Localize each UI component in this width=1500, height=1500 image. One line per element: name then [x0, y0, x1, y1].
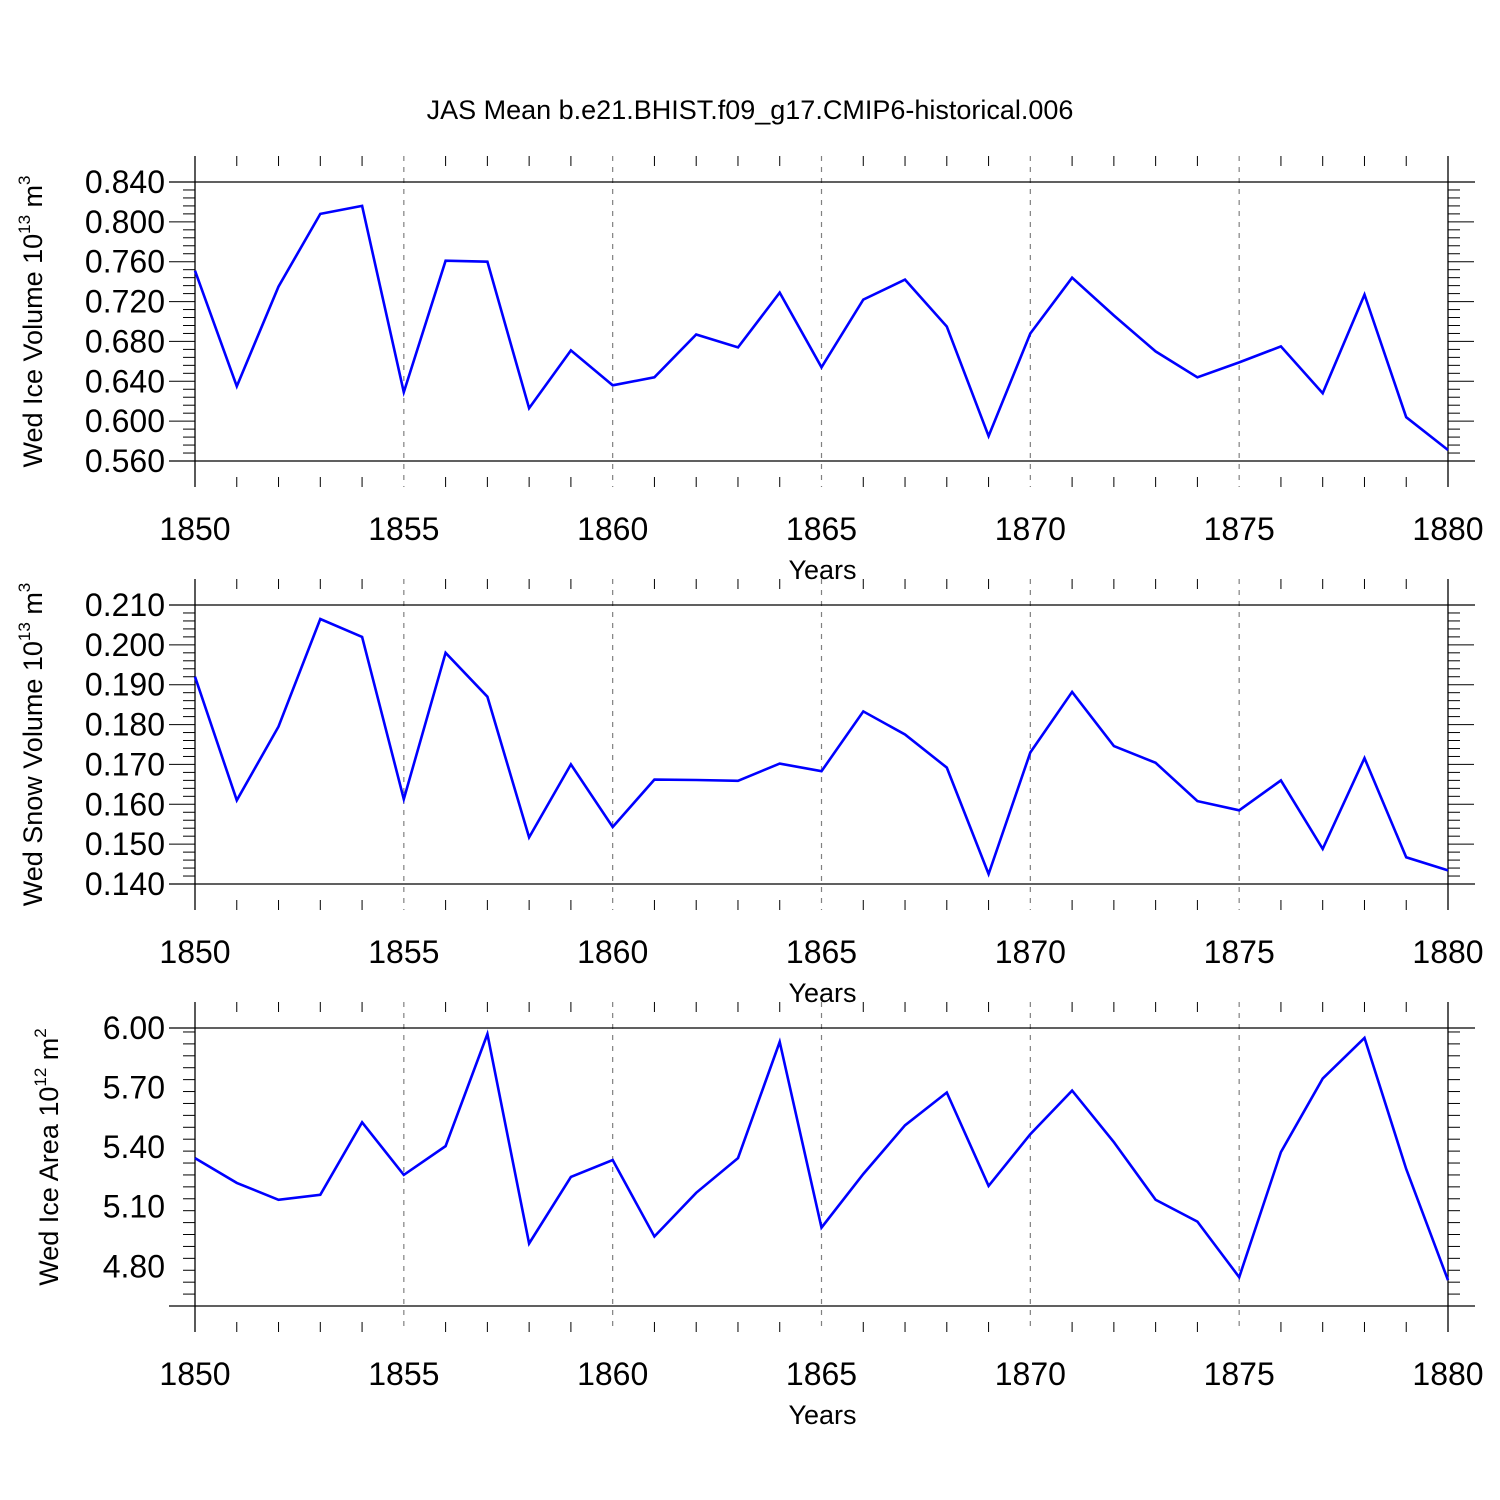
y-tick-label: 0.150 — [85, 826, 165, 862]
y-axis-label: Wed Snow Volume 1013 m3 — [15, 583, 48, 907]
y-axis-label-main: Wed Snow Volume 10 — [18, 641, 48, 906]
y-tick-label: 0.180 — [85, 707, 165, 743]
x-tick-label: 1865 — [786, 934, 857, 970]
y-tick-label: 5.10 — [103, 1189, 165, 1225]
x-tick-label: 1850 — [159, 934, 230, 970]
y-axis-label-unit: m — [18, 592, 48, 622]
x-tick-label: 1880 — [1412, 934, 1483, 970]
x-axis-label: Years — [788, 1400, 856, 1430]
chart-title: JAS Mean b.e21.BHIST.f09_g17.CMIP6-histo… — [427, 95, 1074, 125]
x-tick-label: 1875 — [1204, 1356, 1275, 1392]
y-tick-label: 0.190 — [85, 667, 165, 703]
y-tick-label: 0.680 — [85, 323, 165, 359]
series-line — [193, 204, 1449, 452]
x-tick-label: 1855 — [368, 511, 439, 547]
x-tick-label: 1850 — [159, 511, 230, 547]
y-tick-label: 5.70 — [103, 1070, 165, 1106]
x-tick-label: 1850 — [159, 1356, 230, 1392]
y-axis-label-exponent: 13 — [15, 622, 34, 641]
x-axis-label: Years — [788, 555, 856, 585]
y-axis-label-unit-exponent: 3 — [15, 583, 34, 592]
x-tick-label: 1855 — [368, 934, 439, 970]
x-tick-label: 1865 — [786, 511, 857, 547]
x-tick-label: 1870 — [995, 934, 1066, 970]
y-tick-label: 0.200 — [85, 627, 165, 663]
y-tick-label: 0.560 — [85, 443, 165, 479]
y-axis-label-main: Wed Ice Volume 10 — [18, 234, 48, 468]
x-tick-label: 1870 — [995, 1356, 1066, 1392]
y-axis-label-main: Wed Ice Area 10 — [34, 1087, 64, 1286]
panel-3: 4.80 5.10 5.40 5.70 6.00 1850 1855 1860 1865 1870… — [31, 1002, 1484, 1430]
y-tick-label: 4.80 — [103, 1248, 165, 1284]
x-tick-label: 1860 — [577, 511, 648, 547]
x-tick-label: 1865 — [786, 1356, 857, 1392]
y-axis-label-exponent: 13 — [15, 215, 34, 234]
y-tick-label: 5.40 — [103, 1129, 165, 1165]
y-axis-label-unit: m — [34, 1038, 64, 1068]
y-axis-label: Wed Ice Volume 1013 m3 — [15, 175, 48, 467]
x-tick-label: 1870 — [995, 511, 1066, 547]
x-tick-label: 1875 — [1204, 511, 1275, 547]
x-tick-label: 1880 — [1412, 1356, 1483, 1392]
x-tick-label: 1860 — [577, 934, 648, 970]
y-tick-label: 0.600 — [85, 403, 165, 439]
y-tick-label: 0.840 — [85, 164, 165, 200]
x-tick-label: 1875 — [1204, 934, 1275, 970]
y-axis-label-unit: m — [18, 185, 48, 215]
y-tick-label: 0.800 — [85, 204, 165, 240]
y-axis-label-unit-exponent: 2 — [31, 1028, 50, 1037]
y-tick-label: 0.160 — [85, 786, 165, 822]
y-tick-label: 0.720 — [85, 284, 165, 320]
y-axis-label: Wed Ice Area 1012 m2 — [31, 1028, 64, 1286]
series-line — [194, 1029, 1450, 1281]
x-tick-label: 1860 — [577, 1356, 648, 1392]
x-tick-label: 1880 — [1412, 511, 1483, 547]
y-axis-label-exponent: 12 — [31, 1068, 50, 1087]
y-tick-label: 0.170 — [85, 746, 165, 782]
y-tick-label: 0.640 — [85, 363, 165, 399]
y-tick-label: 0.140 — [85, 866, 165, 902]
x-tick-label: 1855 — [368, 1356, 439, 1392]
y-axis-label-unit-exponent: 3 — [15, 175, 34, 184]
x-axis-label: Years — [788, 978, 856, 1008]
y-tick-label: 0.760 — [85, 244, 165, 280]
y-tick-label: 6.00 — [103, 1010, 165, 1046]
y-tick-label: 0.210 — [85, 587, 165, 623]
